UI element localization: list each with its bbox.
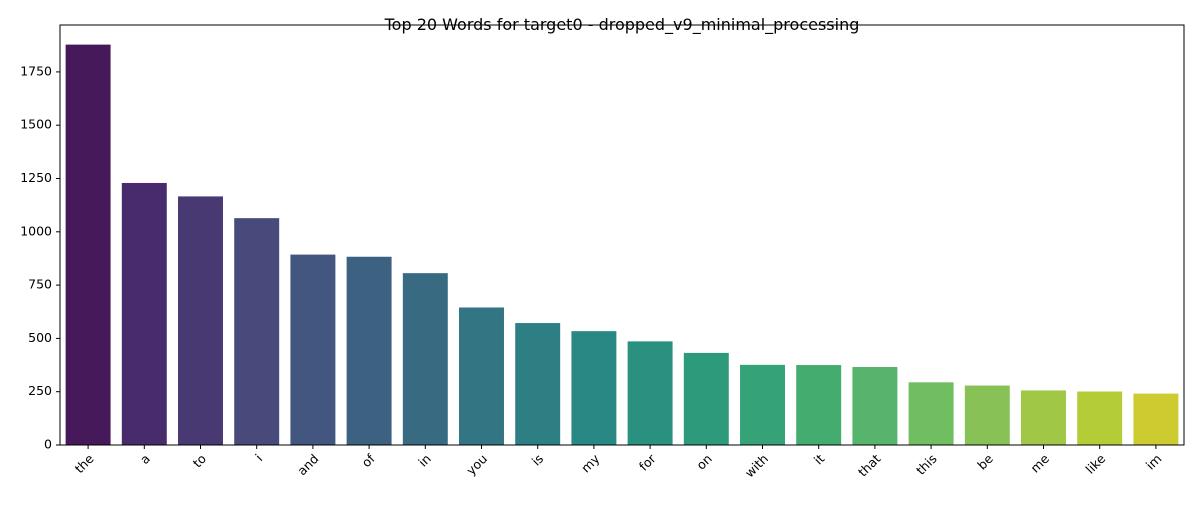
x-tick-label: in: [415, 451, 434, 470]
bar-be: [964, 385, 1010, 445]
x-tick-label: to: [190, 451, 209, 470]
y-tick-label: 0: [44, 437, 52, 452]
x-tick-label: you: [463, 451, 490, 478]
bar-is: [515, 323, 561, 445]
bar-to: [178, 196, 223, 445]
x-tick-label: a: [137, 451, 153, 467]
y-tick-label: 250: [28, 383, 52, 398]
x-tick-label: that: [855, 451, 884, 480]
bar-and: [290, 254, 336, 445]
bar-that: [852, 366, 898, 445]
bar-of: [346, 256, 392, 445]
x-tick-label: and: [294, 451, 321, 478]
x-tick-label: on: [693, 451, 715, 473]
bar-in: [402, 273, 448, 445]
y-tick-label: 1000: [20, 223, 52, 238]
bar-me: [1021, 390, 1066, 445]
x-tick-label: my: [578, 451, 603, 476]
bar-this: [908, 382, 954, 445]
y-tick-label: 1750: [20, 63, 52, 78]
bar-the: [65, 44, 111, 446]
x-tick-label: of: [359, 451, 379, 471]
x-tick-label: this: [913, 451, 940, 478]
x-axis: the a to i and of in you is my for on with it that this…: [72, 445, 1165, 480]
y-tick-label: 750: [28, 277, 52, 292]
bar-i: [234, 218, 280, 445]
bar-my: [571, 331, 617, 445]
x-tick-label: im: [1143, 451, 1165, 473]
bar-a: [121, 182, 167, 446]
x-tick-label: be: [974, 451, 996, 473]
x-tick-label: me: [1027, 451, 1052, 476]
bar-you: [459, 307, 504, 445]
plot-frame: [59, 24, 1185, 446]
x-tick-label: it: [811, 451, 828, 468]
bar-on: [683, 352, 729, 445]
bar-im: [1133, 393, 1179, 445]
bar-like: [1077, 391, 1123, 445]
y-tick-label: 1250: [20, 170, 52, 185]
x-tick-label: is: [529, 451, 547, 469]
x-tick-label: for: [636, 450, 659, 473]
x-tick-label: with: [742, 451, 771, 480]
y-tick-label: 1500: [20, 117, 52, 132]
x-tick-label: the: [72, 451, 97, 476]
x-tick-label: i: [252, 451, 265, 464]
bar-for: [627, 341, 673, 445]
x-tick-label: like: [1083, 451, 1109, 477]
bars-layer: [65, 44, 1179, 446]
bar-it: [796, 365, 842, 445]
bar-with: [740, 364, 785, 445]
y-axis: 0 250 500 750 1000 1250 1500 1750: [20, 63, 60, 452]
y-tick-label: 500: [28, 330, 52, 345]
